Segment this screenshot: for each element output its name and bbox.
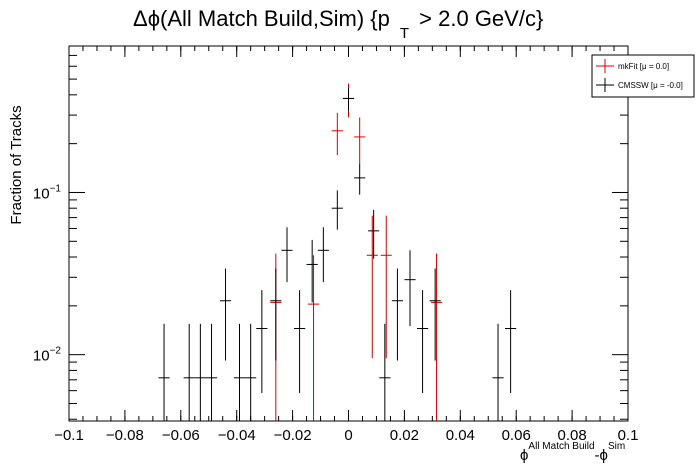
legend-box (591, 54, 695, 98)
axis-ticks: −0.1 −0.08 −0.06 −0.04 −0.02 0 0.02 0.04 0.06 0.0… (33, 45, 639, 444)
x-tick-label: 0.08 (557, 427, 586, 444)
y-tick-label: 10−1 (33, 183, 62, 202)
y-tick-label-base: 10 (33, 185, 50, 202)
chart-title: Δϕ(All Match Build,Sim) {p T > 2.0 GeV/c} (133, 6, 543, 42)
y-axis-title: Fraction of Tracks (8, 105, 25, 224)
legend: mkFit [μ = 0.0] CMSSW [μ = -0.0] (591, 54, 695, 98)
x-tick-label: 0.02 (390, 427, 419, 444)
x-tick-label: 0.1 (618, 427, 639, 444)
y-tick-label: 10−2 (33, 346, 62, 365)
x-tick-label: −0.06 (162, 427, 200, 444)
x-tick-label: 0 (344, 427, 352, 444)
y-tick-label-exponent: −2 (50, 346, 62, 357)
chart-title-suffix: > 2.0 GeV/c} (413, 6, 543, 31)
series-mkfit (270, 83, 443, 421)
chart-title-subscript: T (400, 25, 409, 42)
chart-title-prefix: Δϕ(All Match Build,Sim) {p (133, 6, 390, 31)
x-axis-title-sup1: All Match Build (528, 441, 594, 452)
legend-label: mkFit [μ = 0.0] (618, 62, 669, 71)
data-marks (158, 83, 517, 421)
y-tick-label-exponent: −1 (50, 183, 62, 194)
x-tick-label: −0.04 (218, 427, 256, 444)
legend-label: CMSSW [μ = -0.0] (618, 81, 683, 90)
x-tick-label: −0.02 (274, 427, 312, 444)
x-axis-title-mid: -ϕ (595, 447, 608, 464)
x-tick-label: −0.1 (54, 427, 84, 444)
series-cmssw (158, 88, 517, 421)
x-tick-label: 0.04 (446, 427, 475, 444)
x-axis-title-sup2: Sim (608, 441, 625, 452)
x-axis-title-phi: ϕ (520, 447, 528, 464)
x-axis-title: ϕAll Match Build-ϕSim (520, 441, 625, 464)
y-tick-label-base: 10 (33, 348, 50, 365)
x-tick-label: 0.06 (502, 427, 531, 444)
x-tick-label: −0.08 (106, 427, 144, 444)
